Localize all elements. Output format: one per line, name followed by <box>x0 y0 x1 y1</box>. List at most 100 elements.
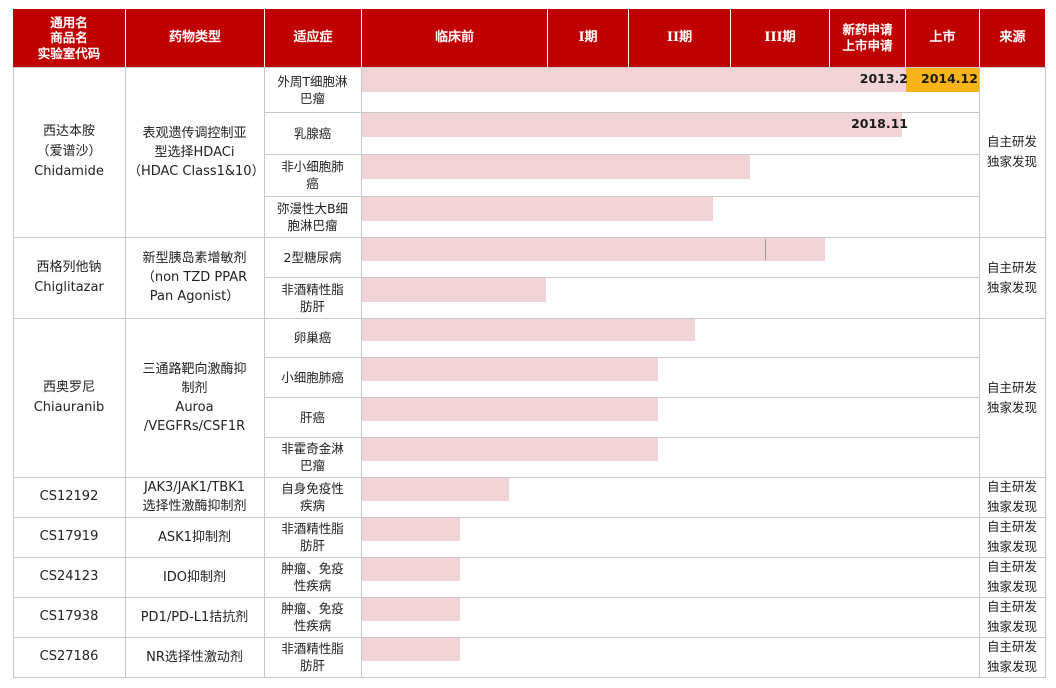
indication-label: 非小细胞肺 癌 <box>281 159 344 191</box>
progress-bar <box>361 358 658 381</box>
row-divider <box>13 477 1045 478</box>
header-indication: 适应症 <box>265 9 361 67</box>
progress-bar <box>361 438 658 461</box>
row-divider <box>13 557 1045 558</box>
header-name-code-line: 通用名 <box>50 14 88 30</box>
row-divider <box>13 677 1045 678</box>
column-divider <box>13 67 14 678</box>
header-drug-type: 药物类型 <box>126 9 264 67</box>
progress-bar <box>361 197 713 221</box>
indication-label: 2型糖尿病 <box>283 249 342 265</box>
header-divider <box>628 9 629 67</box>
drug-type: PD1/PD-L1拮抗剂 <box>140 609 249 625</box>
source-label: 自主研发 独家发现 <box>986 599 1037 634</box>
header-divider <box>905 9 906 67</box>
nda-date-label: 2018.11 <box>851 116 908 131</box>
indication-label: 自身免疫性 疾病 <box>281 481 344 513</box>
header-name-code: 通用名 商品名 实验室代码 <box>13 9 125 67</box>
progress-bar <box>361 478 509 501</box>
indication-label: 肿瘤、免疫 性疾病 <box>281 561 344 593</box>
progress-bar <box>361 398 658 421</box>
header-name-code-line: 商品名 <box>50 30 88 46</box>
row-divider <box>264 397 979 398</box>
indication-label: 肝癌 <box>299 409 325 425</box>
source-label: 自主研发 独家发现 <box>986 639 1037 674</box>
row-divider <box>264 154 979 155</box>
source-label: 自主研发 独家发现 <box>986 259 1037 295</box>
source-label: 自主研发 独家发现 <box>986 134 1037 169</box>
progress-bar <box>361 238 825 261</box>
column-divider <box>361 67 362 678</box>
drug-name: 西达本胺 （爱谱沙） Chidamide <box>34 124 104 179</box>
drug-name: CS17938 <box>39 609 99 624</box>
row-divider <box>264 437 979 438</box>
header-launch: 上市 <box>906 9 979 67</box>
indication-label: 外周T细胞淋 巴瘤 <box>277 73 348 106</box>
progress-bar <box>361 518 460 541</box>
header-name-code-line: 实验室代码 <box>37 45 101 61</box>
drug-type: ASK1抑制剂 <box>158 529 231 545</box>
progress-bar <box>361 113 902 137</box>
indication-label: 非酒精性脂 肪肝 <box>281 521 344 553</box>
drug-name: CS24123 <box>39 569 99 584</box>
indication-label: 非酒精性脂 肪肝 <box>281 281 344 314</box>
source-label: 自主研发 独家发现 <box>986 519 1037 554</box>
progress-bar <box>361 598 460 621</box>
launch-highlight <box>906 68 979 92</box>
row-divider <box>13 318 1045 319</box>
drug-name: CS17919 <box>39 529 99 544</box>
header-phase3: III期 <box>731 9 829 67</box>
drug-name: 西格列他钠 Chiglitazar <box>34 259 104 295</box>
row-divider <box>264 196 979 197</box>
indication-label: 卵巢癌 <box>293 330 332 345</box>
source-label: 自主研发 独家发现 <box>986 559 1037 594</box>
progress-bar <box>361 558 460 581</box>
header-source: 来源 <box>980 9 1045 67</box>
column-divider <box>125 67 126 678</box>
header-divider <box>730 9 731 67</box>
row-divider <box>264 277 979 278</box>
drug-type: 新型胰岛素增敏剂 （non TZD PPAR Pan Agonist） <box>141 251 248 304</box>
row-divider <box>13 637 1045 638</box>
header-nda-line: 新药申请 <box>842 22 893 38</box>
phase3-end-marker <box>765 239 766 260</box>
progress-bar <box>361 155 750 179</box>
progress-bar <box>361 278 546 302</box>
indication-label: 乳腺癌 <box>293 125 332 141</box>
drug-type: JAK3/JAK1/TBK1 选择性激酶抑制剂 <box>142 480 247 514</box>
source-label: 自主研发 独家发现 <box>986 379 1037 415</box>
column-divider <box>979 67 980 678</box>
drug-name: CS12192 <box>39 489 99 504</box>
source-label: 自主研发 独家发现 <box>986 479 1037 514</box>
drug-type: NR选择性激动剂 <box>146 649 243 665</box>
indication-label: 肿瘤、免疫 性疾病 <box>281 601 344 633</box>
header-phase1: I期 <box>548 9 628 67</box>
progress-bar <box>361 68 979 92</box>
header-preclinical: 临床前 <box>362 9 547 67</box>
header-nda: 新药申请 上市申请 <box>830 9 905 67</box>
indication-label: 弥漫性大B细 胞淋巴瘤 <box>276 200 349 233</box>
row-divider <box>13 237 1045 238</box>
row-divider <box>13 67 1045 68</box>
column-divider <box>1045 67 1046 678</box>
header-divider <box>829 9 830 67</box>
indication-label: 小细胞肺癌 <box>281 369 344 385</box>
header-nda-line: 上市申请 <box>842 38 893 53</box>
nda-date-label: 2013.2 <box>859 71 908 86</box>
row-divider <box>264 112 979 113</box>
drug-type: IDO抑制剂 <box>162 569 227 585</box>
header-divider <box>547 9 548 67</box>
drug-name: 西奥罗尼 Chiauranib <box>33 379 105 415</box>
drug-type: 表观遗传调控制亚 型选择HDACi （HDAC Class1&10） <box>128 125 265 179</box>
drug-name: CS27186 <box>39 649 99 664</box>
row-divider <box>264 357 979 358</box>
header-phase2: II期 <box>629 9 730 67</box>
row-divider <box>13 517 1045 518</box>
drug-type: 三通路靶向激酶抑 制剂 Auroa /VEGFRs/CSF1R <box>142 361 247 434</box>
row-divider <box>13 597 1045 598</box>
indication-label: 非霍奇金淋 巴瘤 <box>281 441 344 473</box>
launch-date-label: 2014.12 <box>921 71 978 86</box>
column-divider <box>264 67 265 678</box>
progress-bar <box>361 319 695 341</box>
